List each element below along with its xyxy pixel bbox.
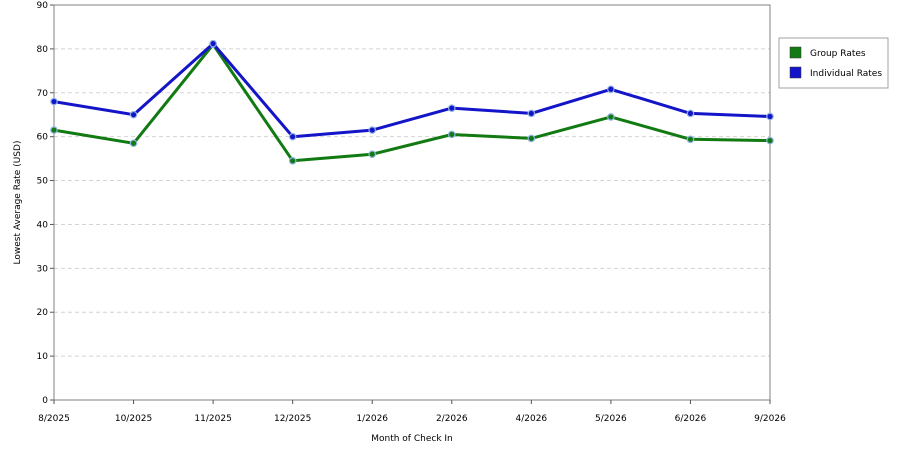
data-point: [368, 126, 377, 134]
legend-label: Group Rates: [810, 49, 866, 59]
data-point: [686, 135, 695, 144]
y-tick-label: 20: [37, 308, 49, 318]
data-point: [527, 109, 536, 118]
y-tick-label: 30: [37, 264, 49, 274]
x-tick-label: 2/2026: [436, 414, 468, 424]
y-axis-title: Lowest Average Rate (USD): [13, 141, 23, 265]
x-tick-label: 12/2025: [274, 414, 311, 424]
data-point: [129, 139, 138, 148]
data-point: [527, 134, 536, 143]
data-point: [607, 113, 615, 121]
legend-box: [778, 37, 889, 89]
plot-frame: [53, 4, 771, 401]
data-point: [209, 39, 217, 48]
data-point: [686, 109, 695, 118]
data-point: [288, 132, 297, 141]
data-point: [607, 85, 615, 94]
data-point: [766, 112, 774, 121]
x-tick-label: 8/2025: [38, 414, 70, 424]
y-tick-label: 10: [37, 352, 49, 362]
legend-label: Individual Rates: [810, 69, 882, 79]
y-tick-label: 80: [37, 45, 49, 55]
data-point: [50, 97, 58, 106]
data-point: [447, 104, 456, 112]
legend-items: Group Rates Individual Rates: [789, 46, 882, 79]
legend-swatch: [789, 66, 802, 79]
data-point: [129, 110, 138, 119]
data-point: [766, 136, 774, 145]
legend-swatch: [789, 46, 802, 59]
x-tick-label: 1/2026: [356, 414, 388, 424]
series-line-0: [53, 43, 771, 163]
y-tick-label: 40: [37, 220, 49, 230]
x-tick-label: 10/2025: [115, 414, 152, 424]
series-line-1: [53, 42, 771, 139]
x-axis-title: Month of Check In: [371, 434, 453, 444]
y-tick-label: 0: [42, 396, 48, 406]
x-tick-label: 5/2026: [595, 414, 627, 424]
x-tick-label: 4/2026: [515, 414, 547, 424]
data-point: [50, 126, 58, 134]
x-tick-label: 11/2025: [194, 414, 231, 424]
x-tick-label: 9/2026: [754, 414, 786, 424]
axes: 0 10 20 30 40 50 60 70 80 90 8/2025 10/2025 11/2025 1…: [37, 1, 787, 424]
legend: Group Rates Individual Rates: [778, 37, 889, 89]
y-tick-label: 70: [37, 89, 49, 99]
y-tick-label: 60: [37, 133, 49, 143]
data-point: [447, 130, 456, 139]
y-tick-label: 50: [37, 177, 49, 187]
y-tick-label: 90: [37, 1, 49, 11]
data-point: [368, 150, 377, 159]
gridlines: [54, 48, 770, 357]
series: [50, 39, 774, 165]
data-point: [288, 157, 297, 165]
x-tick-label: 6/2026: [675, 414, 707, 424]
